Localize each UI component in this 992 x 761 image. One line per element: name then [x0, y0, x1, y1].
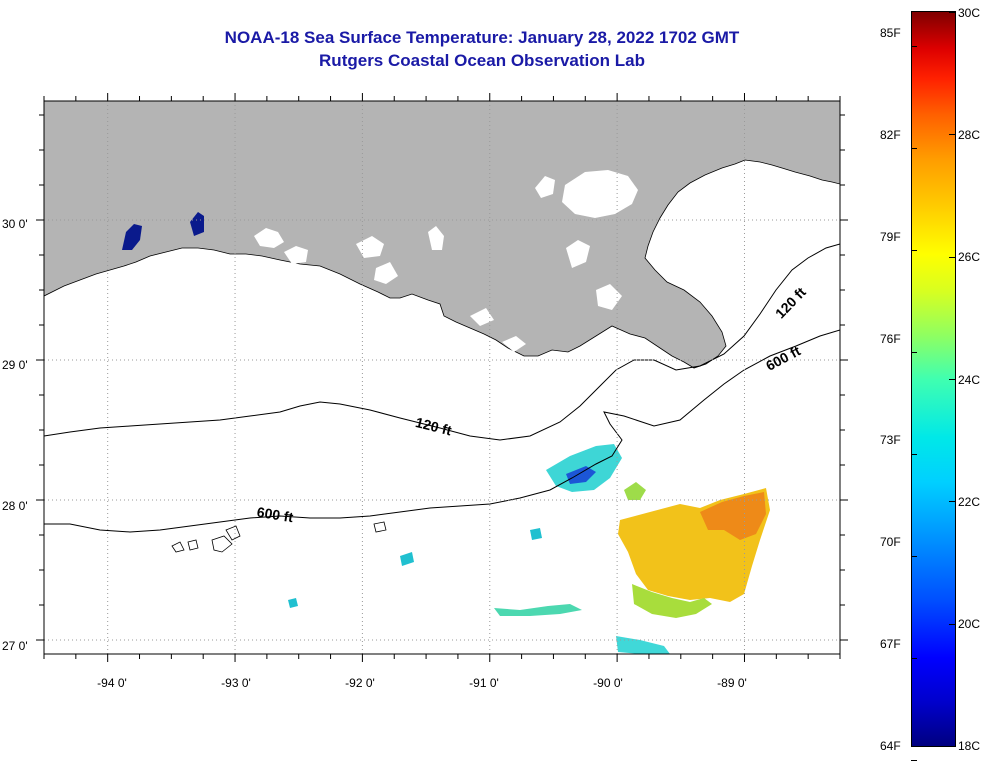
- lon-label-92: -92 0': [345, 676, 375, 690]
- inland-water-pixel-2: [190, 212, 204, 236]
- contour-120ft: [44, 243, 840, 441]
- lake-maurepas: [535, 176, 555, 198]
- colorbar-tick-c: [949, 746, 955, 747]
- colorbar-tick-f: [911, 658, 917, 659]
- sst-patch-south-strip: [494, 604, 582, 616]
- map-title-block: NOAA-18 Sea Surface Temperature: January…: [44, 26, 920, 72]
- sst-patch-mid-speck: [530, 528, 542, 540]
- marsh-fragments: [470, 284, 622, 352]
- lon-label-89: -89 0': [717, 676, 747, 690]
- colorbar-label-85f: 85F: [880, 26, 901, 40]
- colorbar-label-22c: 22C: [958, 495, 981, 509]
- sst-patch-west-speck: [400, 552, 414, 566]
- sst-patch-cool-edge: [632, 584, 712, 618]
- colorbar-label-18c: 18C: [958, 739, 981, 753]
- map-title: NOAA-18 Sea Surface Temperature: January…: [224, 28, 740, 47]
- colorbar-label-76f: 76F: [880, 332, 901, 346]
- map-subtitle: Rutgers Coastal Ocean Observation Lab: [319, 51, 645, 70]
- map-frame: [43, 100, 841, 655]
- colorbar-tick-f: [911, 148, 917, 149]
- colorbar-label-28c: 28C: [958, 128, 981, 142]
- lake-white: [356, 236, 384, 258]
- colorbar-label-82f: 82F: [880, 128, 901, 142]
- lat-label-29: 29 0': [2, 358, 28, 372]
- sst-patch-far-west-speck: [288, 598, 298, 608]
- colorbar-label-67f: 67F: [880, 637, 901, 651]
- colorbar-label-64f: 64F: [880, 739, 901, 753]
- colorbar-label-24c: 24C: [958, 373, 981, 387]
- temperature-colorbar: [911, 11, 956, 747]
- lake-pontchartrain: [562, 170, 638, 218]
- lat-label-27: 27 0': [2, 639, 28, 653]
- lon-label-91: -91 0': [469, 676, 499, 690]
- colorbar-tick-f: [911, 556, 917, 557]
- colorbar-tick-c: [949, 257, 955, 258]
- colorbar-tick-f: [911, 454, 917, 455]
- colorbar-tick-f: [911, 250, 917, 251]
- lake-lac-des-allemands: [428, 226, 444, 250]
- sst-patch-south-tip: [616, 636, 670, 654]
- contour-600ft: [44, 329, 840, 533]
- colorbar-label-26c: 26C: [958, 250, 981, 264]
- colorbar-tick-c: [949, 134, 955, 135]
- colorbar-label-70f: 70F: [880, 535, 901, 549]
- colorbar-tick-f: [911, 352, 917, 353]
- lat-label-28: 28 0': [2, 499, 28, 513]
- lon-label-94: -94 0': [97, 676, 127, 690]
- sst-patch-small-green: [624, 482, 646, 500]
- sst-patch-hot: [700, 492, 766, 540]
- colorbar-label-20c: 20C: [958, 617, 981, 631]
- sst-patch-blue-north: [566, 466, 596, 484]
- lon-label-93: -93 0': [221, 676, 251, 690]
- colorbar-tick-f: [911, 46, 917, 47]
- colorbar-tick-c: [949, 379, 955, 380]
- lake-grand: [284, 246, 308, 264]
- lat-label-30: 30 0': [2, 217, 28, 231]
- lake-calcasieu: [254, 228, 284, 248]
- colorbar-tick-c: [949, 624, 955, 625]
- colorbar-tick-c: [949, 501, 955, 502]
- colorbar-tick-c: [949, 12, 955, 13]
- colorbar-label-30c: 30C: [958, 6, 981, 20]
- graticule: [44, 101, 840, 654]
- lon-label-90: -90 0': [593, 676, 623, 690]
- contour-label-600ft-west: 600 ft: [256, 504, 295, 526]
- inland-water-pixel-1: [122, 224, 142, 250]
- colorbar-label-73f: 73F: [880, 433, 901, 447]
- lake-salvador: [566, 240, 590, 268]
- colorbar-label-79f: 79F: [880, 230, 901, 244]
- bay-vermilion: [374, 262, 398, 284]
- contour-600ft-rings: [171, 521, 387, 553]
- sound-marsh-east: [660, 210, 736, 288]
- frame-ticks: [36, 93, 848, 662]
